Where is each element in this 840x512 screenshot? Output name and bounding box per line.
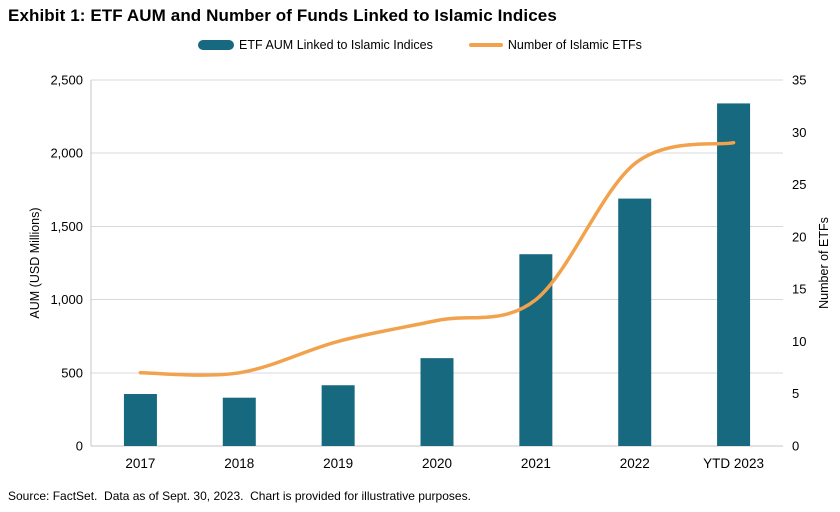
- bar-2018: [222, 397, 256, 446]
- y-right-tick-label: 25: [792, 177, 806, 192]
- y-right-tick-label: 10: [792, 334, 806, 349]
- legend-label-aum: ETF AUM Linked to Islamic Indices: [239, 38, 433, 52]
- bar-2021: [519, 254, 553, 446]
- page-title: Exhibit 1: ETF AUM and Number of Funds L…: [8, 6, 557, 25]
- y-left-tick-label: 1,500: [50, 219, 83, 234]
- legend: ETF AUM Linked to Islamic Indices Number…: [0, 38, 840, 52]
- bar-YTD 2023: [717, 103, 751, 446]
- x-tick-label: 2019: [323, 456, 353, 471]
- etf-count-line: [138, 140, 736, 377]
- bar-2017: [123, 394, 157, 446]
- bar-2019: [321, 385, 355, 446]
- legend-label-etf-count: Number of Islamic ETFs: [507, 38, 642, 52]
- legend-bar-swatch-icon: [198, 40, 235, 50]
- x-tick-label: 2020: [422, 456, 452, 471]
- y-right-tick-label: 30: [792, 125, 806, 140]
- bar-2020: [420, 358, 454, 446]
- y-left-tick-label: 2,000: [50, 146, 83, 161]
- y-right-tick-label: 35: [792, 73, 806, 88]
- y-right-tick-label: 5: [792, 386, 799, 401]
- x-tick-label: 2022: [620, 456, 650, 471]
- legend-line-swatch-icon: [468, 43, 503, 47]
- x-tick-label: YTD 2023: [703, 456, 764, 471]
- y-right-tick-label: 20: [792, 229, 806, 244]
- y-right-tick-label: 0: [792, 439, 799, 454]
- bar-2022: [618, 198, 652, 446]
- y-left-tick-label: 2,500: [50, 73, 83, 88]
- right-axis-title: Number of ETFs: [817, 217, 831, 309]
- y-left-tick-label: 1,000: [50, 292, 83, 307]
- source-note: Source: FactSet. Data as of Sept. 30, 20…: [8, 489, 471, 503]
- y-right-tick-label: 15: [792, 282, 806, 297]
- legend-item-etf-count: Number of Islamic ETFs: [468, 38, 642, 52]
- left-axis-title: AUM (USD Millions): [28, 207, 42, 319]
- x-tick-label: 2017: [125, 456, 155, 471]
- y-left-tick-label: 0: [76, 439, 83, 454]
- x-tick-label: 2018: [224, 456, 254, 471]
- legend-item-aum: ETF AUM Linked to Islamic Indices: [198, 38, 433, 52]
- y-left-tick-label: 500: [61, 365, 83, 380]
- x-tick-label: 2021: [521, 456, 551, 471]
